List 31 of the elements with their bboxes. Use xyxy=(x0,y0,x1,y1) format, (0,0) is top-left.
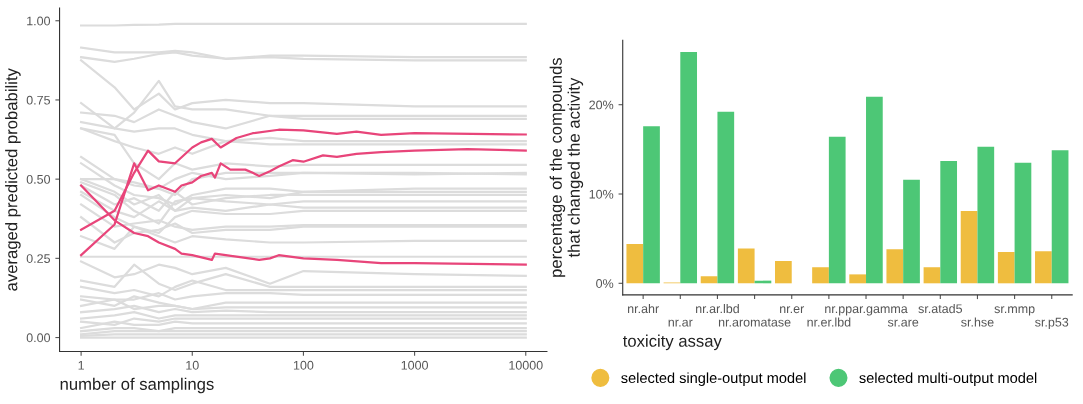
x-tick-label: sr.hse xyxy=(961,317,994,327)
y-tick-label: 20% xyxy=(589,100,614,110)
y-tick-label: 0% xyxy=(596,279,614,288)
y-tick-label: 1.00 xyxy=(27,16,51,26)
x-tick-label: sr.atad5 xyxy=(918,303,963,314)
x-tick-label: 1000 xyxy=(401,360,429,370)
y-tick-label: 0.25 xyxy=(26,254,51,263)
y-axis-title: percentage of the compounds that changed the activity xyxy=(549,57,584,277)
x-axis-title: toxicity assay xyxy=(622,334,722,351)
x-tick-label: nr.er.lbd xyxy=(807,317,851,327)
legend-label: selected multi-output model xyxy=(859,372,1037,386)
x-tick-label: sr.mmp xyxy=(994,306,1035,316)
x-tick-label: nr.aromatase xyxy=(718,318,791,327)
x-tick-label: 1 xyxy=(78,360,84,370)
x-tick-label: sr.p53 xyxy=(1035,317,1069,330)
x-axis-title: number of samplings xyxy=(60,377,214,394)
y-axis-title: averaged predicted probability xyxy=(5,68,21,291)
x-tick-label: nr.er xyxy=(780,306,805,314)
y-tick-label: 0.75 xyxy=(26,95,51,105)
y-tick-label: 0.00 xyxy=(26,333,51,343)
x-tick-label: nr.ahr xyxy=(628,303,659,314)
legend-label: selected single-output model xyxy=(621,372,806,386)
x-tick-label: sr.are xyxy=(887,319,919,327)
x-tick-label: 100 xyxy=(293,360,314,370)
x-tick-label: nr.ar.lbd xyxy=(696,303,739,314)
x-tick-label: 10 xyxy=(186,360,199,370)
x-tick-label: nr.ar xyxy=(668,319,693,327)
y-tick-label: 0.50 xyxy=(26,174,51,184)
y-tick-label: 10% xyxy=(589,189,614,199)
x-tick-label: 10000 xyxy=(509,360,543,370)
x-tick-label: nr.ppar.gamma xyxy=(825,306,908,316)
